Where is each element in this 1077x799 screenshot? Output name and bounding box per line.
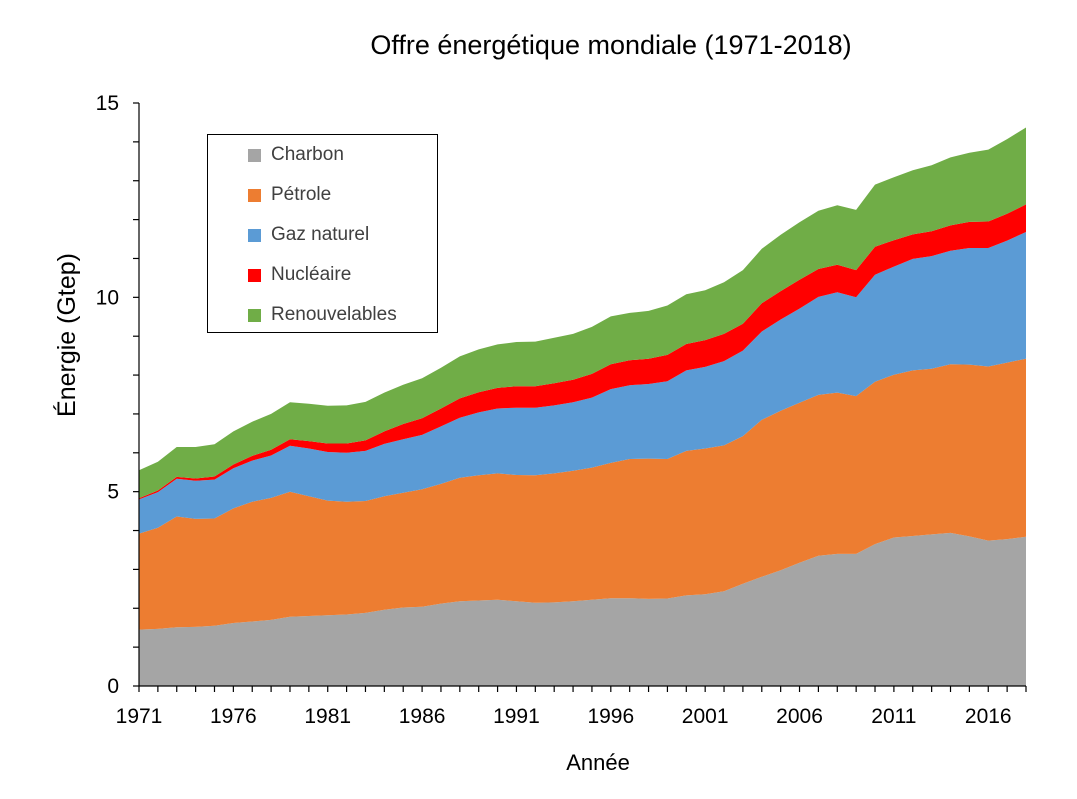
legend-label: Pétrole bbox=[271, 184, 332, 205]
chart-title: Offre énergétique mondiale (1971-2018) bbox=[370, 30, 852, 60]
legend-item: Charbon bbox=[248, 143, 344, 167]
x-tick-label: 1996 bbox=[587, 705, 634, 728]
x-tick-label: 2016 bbox=[965, 705, 1012, 728]
legend-label: Charbon bbox=[271, 144, 344, 165]
x-axis-title: Année bbox=[566, 750, 630, 775]
legend-label: Nucléaire bbox=[271, 264, 352, 285]
legend-swatch bbox=[248, 148, 261, 162]
area-petrole bbox=[139, 358, 1026, 630]
legend-item: Gaz naturel bbox=[248, 223, 369, 247]
legend-label: Renouvelables bbox=[271, 304, 397, 325]
area-gaz-naturel bbox=[139, 232, 1026, 534]
legend-label: Gaz naturel bbox=[271, 224, 370, 245]
stacked-areas bbox=[139, 127, 1026, 686]
x-tick-label: 2011 bbox=[871, 705, 916, 728]
legend: Charbon Pétrole Gaz naturel Nucléaire Renouv… bbox=[207, 134, 438, 333]
y-tick-label: 5 bbox=[107, 481, 119, 504]
x-tick-label: 1981 bbox=[304, 705, 351, 728]
area-renouvelables bbox=[139, 127, 1026, 499]
legend-swatch bbox=[248, 268, 261, 282]
legend-item: Nucléaire bbox=[248, 263, 351, 287]
legend-item: Pétrole bbox=[248, 183, 331, 207]
y-tick-label: 0 bbox=[107, 675, 119, 698]
x-tick-label: 1976 bbox=[210, 705, 257, 728]
y-axis-title: Énergie (Gtep) bbox=[52, 253, 81, 417]
y-tick-label: 15 bbox=[96, 92, 119, 115]
area-charbon bbox=[139, 532, 1026, 686]
legend-swatch bbox=[248, 228, 261, 242]
x-tick-label: 1971 bbox=[116, 705, 163, 728]
x-tick-label: 1991 bbox=[493, 705, 540, 728]
x-tick-label: 1986 bbox=[399, 705, 446, 728]
legend-swatch bbox=[248, 308, 261, 322]
y-tick-label: 10 bbox=[96, 286, 119, 309]
x-tick-label: 2001 bbox=[682, 705, 729, 728]
legend-item: Renouvelables bbox=[248, 303, 397, 327]
x-tick-label: 2006 bbox=[776, 705, 823, 728]
axes: 0 5 10 15 1971 1976 1981 1986 1991 1996 2001 2006 20… bbox=[96, 92, 1027, 728]
legend-swatch bbox=[248, 188, 261, 202]
area-nucleaire bbox=[139, 204, 1026, 500]
